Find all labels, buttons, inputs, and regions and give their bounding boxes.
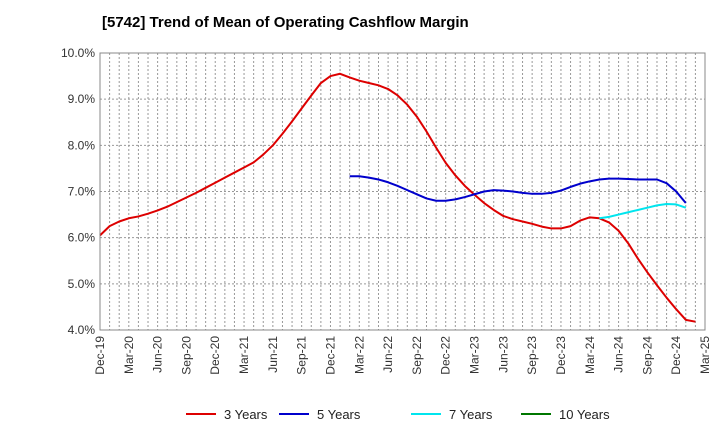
legend-label: 10 Years — [559, 407, 610, 422]
legend-label: 7 Years — [449, 407, 493, 422]
x-tick-label: Dec-20 — [208, 336, 222, 375]
series-line-5-years — [349, 175, 687, 204]
x-tick-label: Jun-24 — [612, 336, 626, 373]
series-line-7-years — [599, 202, 687, 220]
legend: 3 Years 5 Years 7 Years 10 Years — [186, 407, 610, 422]
x-tick-label: Sep-24 — [640, 336, 654, 375]
y-tick-label: 6.0% — [68, 231, 96, 245]
x-tick-label: Mar-21 — [237, 336, 251, 374]
x-tick-label: Jun-21 — [266, 336, 280, 373]
y-tick-label: 8.0% — [68, 138, 96, 152]
chart-title: [5742] Trend of Mean of Operating Cashfl… — [102, 14, 469, 31]
x-tick-label: Sep-23 — [525, 336, 539, 375]
x-tick-label: Sep-20 — [179, 336, 193, 375]
x-axis: Dec-19 Mar-20 Jun-20 Sep-20 Dec-20 Mar-21 Jun-… — [93, 336, 712, 375]
x-tick-label: Mar-20 — [122, 336, 136, 374]
x-tick-label: Dec-19 — [93, 336, 107, 375]
y-tick-label: 5.0% — [68, 277, 96, 291]
x-tick-label: Dec-24 — [669, 336, 683, 375]
plot-area — [99, 52, 706, 331]
x-tick-label: Mar-24 — [583, 336, 597, 374]
x-tick-label: Mar-25 — [698, 336, 712, 374]
x-tick-label: Jun-20 — [151, 336, 165, 373]
y-axis: 4.0% 5.0% 6.0% 7.0% 8.0% 9.0% 10.0% — [61, 46, 95, 337]
x-tick-label: Sep-22 — [410, 336, 424, 375]
y-tick-label: 4.0% — [68, 323, 96, 337]
y-tick-label: 9.0% — [68, 92, 96, 106]
x-tick-label: Jun-23 — [496, 336, 510, 373]
x-tick-label: Mar-22 — [352, 336, 366, 374]
y-tick-label: 7.0% — [68, 185, 96, 199]
x-tick-label: Sep-21 — [295, 336, 309, 375]
x-tick-label: Dec-21 — [323, 336, 337, 375]
grid — [99, 52, 706, 331]
series-lines — [99, 72, 696, 323]
x-tick-label: Mar-23 — [468, 336, 482, 374]
x-tick-label: Jun-22 — [381, 336, 395, 373]
x-tick-label: Dec-22 — [439, 336, 453, 375]
series-line-3-years — [99, 72, 696, 323]
y-tick-label: 10.0% — [61, 46, 95, 60]
legend-label: 5 Years — [317, 407, 361, 422]
legend-label: 3 Years — [224, 407, 268, 422]
x-tick-label: Dec-23 — [554, 336, 568, 375]
